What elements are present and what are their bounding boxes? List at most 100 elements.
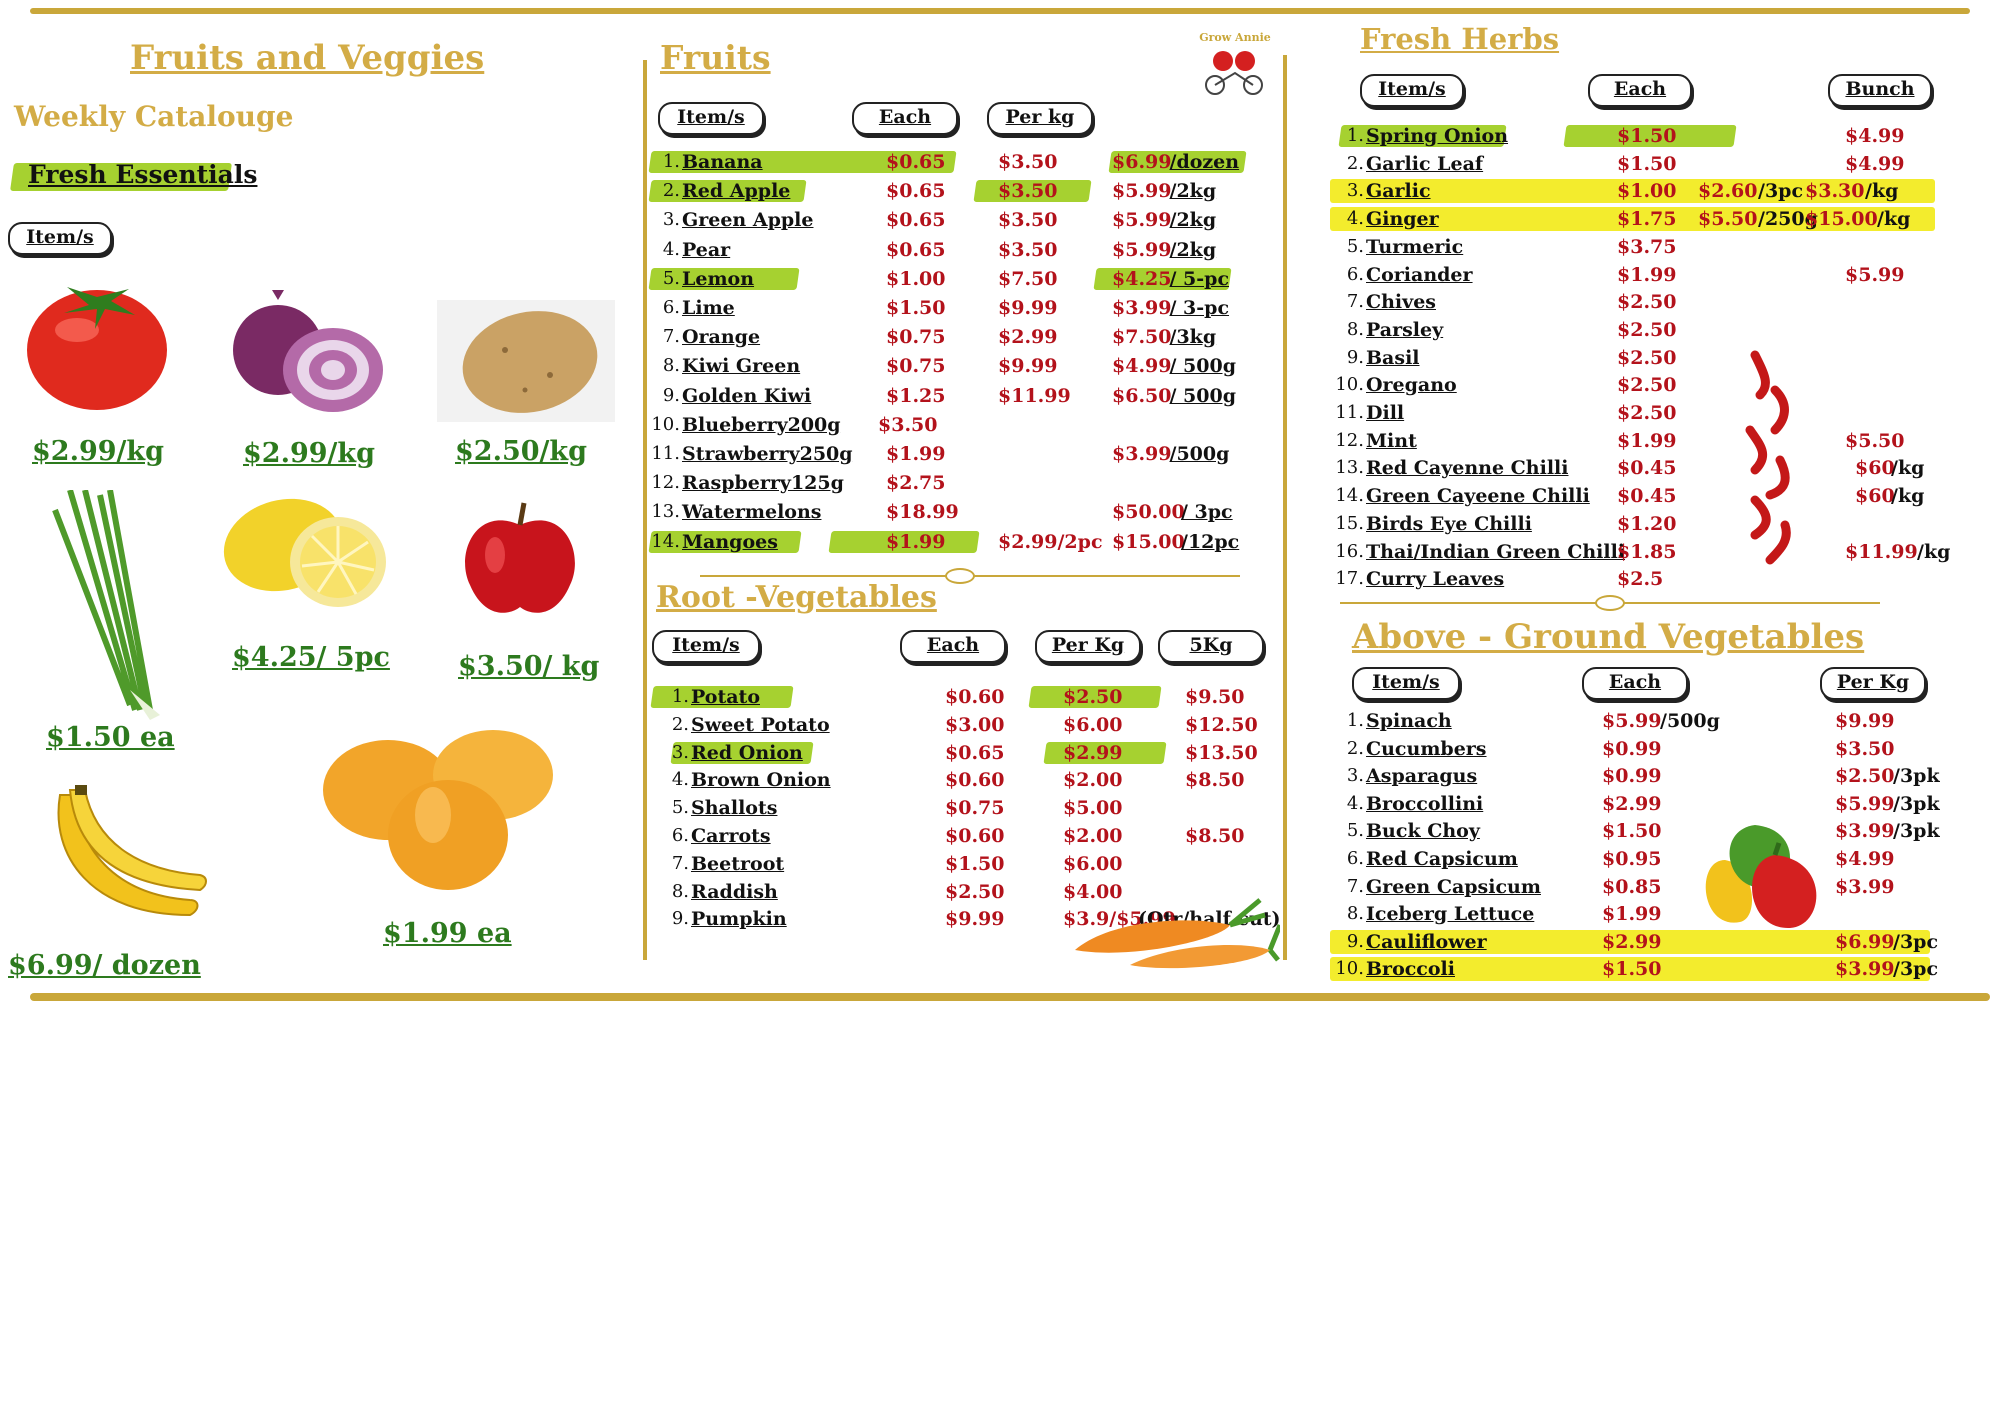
item-name: Orange — [682, 326, 761, 349]
price-perkg: $3.50 — [1835, 737, 1895, 760]
herb-row: 14. Green Cayeene Chilli $0.45 $60/kg — [1330, 482, 1950, 510]
item-name: Red Onion — [691, 741, 803, 764]
red-onion-icon — [233, 290, 383, 412]
perkg-unit: /3pk — [1893, 792, 1940, 815]
price-perkg: $3.50 — [998, 209, 1058, 232]
price-bulk: $7.50 — [1112, 326, 1172, 349]
chilli-icon — [1745, 350, 1791, 565]
price-each: $0.75 — [945, 797, 1005, 820]
price-each: $2.50 — [1617, 318, 1677, 341]
row-number: 12. — [1335, 429, 1364, 451]
price-each: $0.65 — [886, 180, 946, 203]
price-each: $0.99 — [1602, 737, 1662, 760]
price-each: $0.45 — [1617, 485, 1677, 508]
price-perkg: $11.99 — [998, 384, 1071, 407]
price-bunch: $15.00 — [1805, 208, 1878, 231]
above-highlight — [1330, 957, 1930, 982]
root-row: 1. Potato $0.60 $2.50 $9.50 — [655, 683, 1275, 711]
price-each: $1.99 — [886, 530, 946, 553]
herb-row: 13. Red Cayenne Chilli $0.45 $60/kg — [1330, 454, 1950, 482]
fruits-header-item: Item/s — [658, 102, 764, 135]
perkg-unit: /3pc — [1893, 958, 1939, 981]
price-bunch: $4.99 — [1845, 152, 1905, 175]
divider-left — [643, 60, 647, 960]
item-name: Pumpkin — [691, 908, 787, 931]
price-each: $1.85 — [1617, 540, 1677, 563]
item-name: Brown Onion — [691, 769, 831, 792]
price-each: $0.60 — [945, 769, 1005, 792]
bulk-unit: / 3-pc — [1169, 297, 1230, 319]
item-name: Birds Eye Chilli — [1366, 512, 1532, 535]
item-name: Red Cayenne Chilli — [1366, 457, 1569, 480]
price-perkg: $3.99 — [1835, 958, 1895, 981]
row-number: 4. — [662, 238, 680, 260]
root-row: 2. Sweet Potato $3.00 $6.00 $12.50 — [655, 711, 1275, 739]
row-number: 4. — [671, 769, 689, 791]
price-each: $2.50 — [1617, 402, 1677, 424]
item-name: Green Capsicum — [1366, 875, 1541, 898]
section-title: Fresh Essentials — [28, 160, 258, 189]
each-unit: /500g — [1660, 710, 1720, 732]
divider-right — [1283, 55, 1287, 960]
row-number: 14. — [651, 530, 680, 552]
item-name: Mangoes — [682, 530, 778, 553]
above-row: 10. Broccoli $1.50 $3.99/3pc — [1330, 955, 1950, 983]
item-name: Ginger — [1366, 208, 1439, 231]
item-name: Blueberry200g — [682, 413, 841, 436]
row-number: 2. — [1346, 152, 1364, 174]
price-each: $0.95 — [1602, 848, 1662, 870]
item-name: Lime — [682, 297, 735, 319]
price-perkg: $3.50 — [998, 238, 1058, 261]
price-perkg: $4.00 — [1063, 880, 1123, 903]
row-number: 8. — [1346, 318, 1364, 340]
row-number: 2. — [671, 713, 689, 735]
item-name: Curry Leaves — [1366, 568, 1505, 591]
price-bunch: $60 — [1855, 485, 1895, 508]
herb-highlight — [1330, 207, 1935, 232]
above-row: 8. Iceberg Lettuce $1.99 — [1330, 900, 1950, 928]
price-each: $1.99 — [886, 443, 946, 465]
item-name: Shallots — [691, 797, 778, 820]
price-perkg: $2.99 — [998, 326, 1058, 349]
fruits-header-perkg: Per kg — [987, 102, 1093, 135]
above-row: 1. Spinach $5.99/500g $9.99 — [1330, 707, 1950, 735]
item-name: Iceberg Lettuce — [1366, 903, 1535, 926]
svg-text:Grow Annie: Grow Annie — [1199, 31, 1271, 44]
row-number: 1. — [662, 151, 680, 172]
price-each: $0.85 — [1602, 875, 1662, 898]
price-bunch: $4.99 — [1845, 125, 1905, 147]
row-number: 4. — [1346, 792, 1364, 814]
herb-row: 7. Chives $2.50 — [1330, 288, 1950, 316]
root-header-5kg: 5Kg — [1158, 630, 1264, 663]
bunch-unit: /kg — [1917, 540, 1951, 563]
item-name: Red Apple — [682, 180, 791, 203]
price-each: $2.99 — [1602, 930, 1662, 953]
item-name: Garlic — [1366, 180, 1431, 203]
item-name: Broccoli — [1366, 958, 1455, 981]
spring-onion-icon — [52, 490, 160, 720]
price-5kg: $9.50 — [1185, 686, 1245, 708]
carrot-icon — [1075, 898, 1280, 969]
above-header-item: Item/s — [1352, 667, 1460, 700]
root-header-item: Item/s — [652, 630, 760, 663]
row-number: 5. — [662, 267, 680, 289]
root-row: 4. Brown Onion $0.60 $2.00 $8.50 — [655, 766, 1275, 794]
price-each: $0.65 — [886, 151, 946, 173]
item-name: Carrots — [691, 825, 771, 847]
perkg-unit: /3pk — [1893, 765, 1940, 788]
herb-row: 1. Spring Onion $1.50 $4.99 — [1330, 122, 1950, 150]
row-number: 11. — [1335, 402, 1364, 423]
row-number: 8. — [1346, 903, 1364, 925]
item-name: Red Capsicum — [1366, 848, 1518, 870]
price-each: $3.50 — [878, 413, 938, 436]
price-each: $1.00 — [1617, 180, 1677, 203]
above-highlight — [1330, 929, 1930, 954]
item-name: Cucumbers — [1366, 737, 1487, 760]
subtitle: Weekly Catalouge — [14, 100, 294, 133]
herb-row: 10. Oregano $2.50 — [1330, 371, 1950, 399]
above-row: 5. Buck Choy $1.50 $3.99/3pk — [1330, 817, 1950, 845]
price-each: $1.20 — [1617, 512, 1677, 535]
price-perkg: $2.00 — [1063, 769, 1123, 792]
price-each: $2.50 — [1617, 291, 1677, 314]
price-each: $1.25 — [886, 384, 946, 407]
